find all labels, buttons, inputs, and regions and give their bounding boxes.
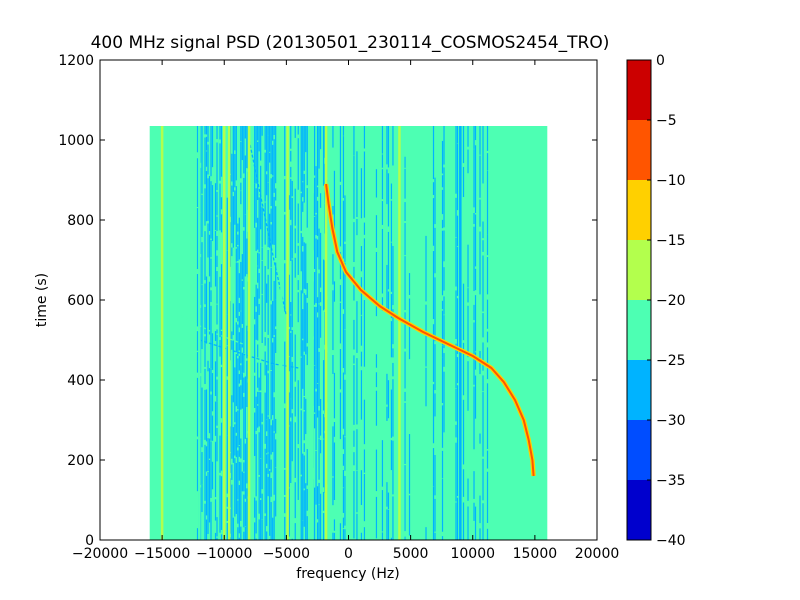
colorbar-segment (627, 240, 651, 300)
noise-band (254, 126, 277, 540)
colorbar-tick-label: −30 (656, 413, 686, 429)
y-tick-label: 600 (67, 293, 94, 309)
colorbar-tick-label: −40 (656, 533, 686, 549)
x-axis-label: frequency (Hz) (296, 566, 399, 582)
colorbar-segment (627, 120, 651, 180)
y-tick-label: 800 (67, 213, 94, 229)
colorbar-segment (627, 300, 651, 360)
colorbar-tick-label: −10 (656, 173, 686, 189)
faint-track (180, 315, 244, 345)
chart-title: 400 MHz signal PSD (20130501_230114_COSM… (91, 33, 610, 53)
y-tick-label: 1200 (58, 53, 94, 69)
colorbar-tick-label: −15 (656, 233, 686, 249)
heatmap-image (149, 126, 548, 540)
x-tick-label: −20000 (72, 546, 128, 562)
faint-track (199, 339, 299, 369)
x-tick-label: 20000 (575, 546, 620, 562)
y-axis-label: time (s) (34, 273, 50, 327)
x-tick-label: −10000 (196, 546, 252, 562)
x-tick-label: −5000 (263, 546, 310, 562)
colorbar-tick-label: −20 (656, 293, 686, 309)
y-tick-label: 200 (67, 453, 94, 469)
x-tick-label: −15000 (134, 546, 190, 562)
colorbar-segment (627, 180, 651, 240)
colorbar-tick-label: −35 (656, 473, 686, 489)
colorbar: −40 −35 −30 −25 −20 −15 −10 −5 0 (626, 53, 686, 549)
colorbar-segment (627, 60, 651, 120)
faint-track (248, 139, 288, 317)
x-tick-label: 0 (344, 546, 353, 562)
doppler-track (325, 183, 535, 477)
colorbar-segment (627, 480, 651, 540)
noise-band (284, 126, 308, 540)
colorbar-segment (627, 420, 651, 480)
x-tick-label: 10000 (450, 546, 495, 562)
colorbar-tick-label: 0 (656, 53, 665, 69)
x-tick-label: 15000 (513, 546, 558, 562)
plot-area: −20000 −15000 −10000 −5000 0 5000 10000 15000 20… (58, 53, 619, 562)
y-tick-label: 0 (85, 533, 94, 549)
x-tick-label: 5000 (393, 546, 429, 562)
y-tick-label: 400 (67, 373, 94, 389)
colorbar-tick-label: −25 (656, 353, 686, 369)
colorbar-tick-label: −5 (656, 113, 677, 129)
noise-band (332, 126, 394, 540)
colorbar-segment (627, 360, 651, 420)
y-tick-label: 1000 (58, 133, 94, 149)
noise-band (404, 126, 489, 540)
